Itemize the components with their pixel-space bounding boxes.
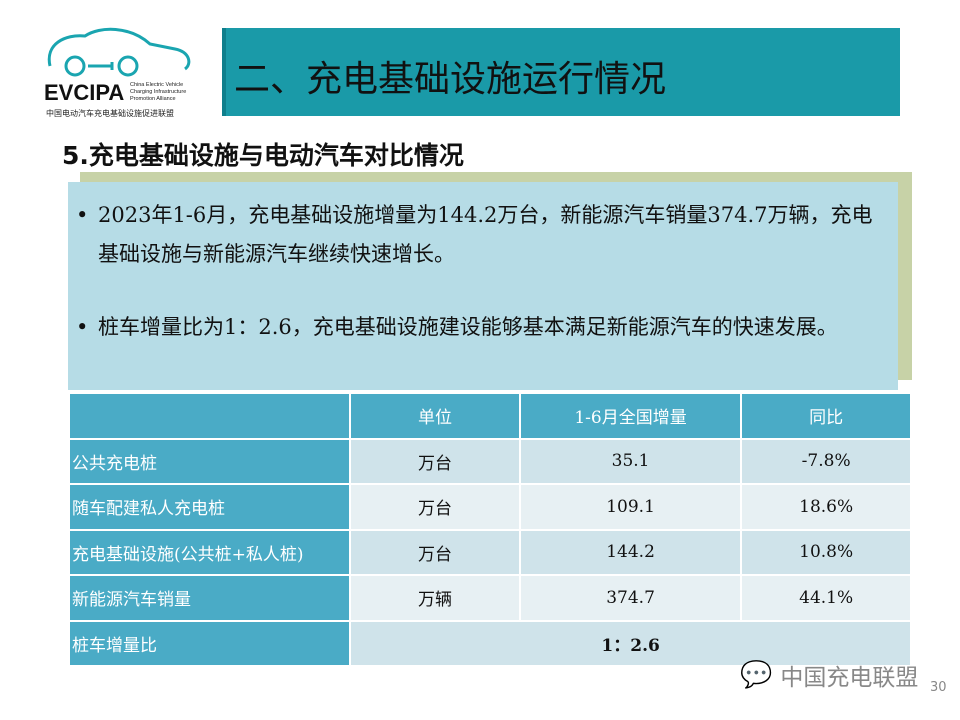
table-cell: 万台 xyxy=(349,437,521,485)
page-number: 30 xyxy=(930,680,947,695)
table-cell xyxy=(67,392,352,440)
table-cell: 中国充电联盟 xyxy=(780,665,919,691)
table-row: 公共充电桩 万台 35.1 -7.8% xyxy=(67,437,912,485)
table-cell: China Electric Vehicle xyxy=(130,82,184,88)
table-cell: 144.2 xyxy=(518,528,743,576)
bullet-item: • 桩车增量比为1：2.6，充电基础设施建设能够基本满足新能源汽车的快速发展。 xyxy=(76,308,890,347)
table-cell: 单位 xyxy=(349,392,521,440)
table-cell: 2023年1-6月，充电基础设施增量为144.2万台，新能源汽车销量374.7万… xyxy=(98,203,873,266)
wechat-icon: 💬 xyxy=(740,660,773,690)
table-cell: -7.8% xyxy=(740,437,912,485)
table-cell: 1：2.6 xyxy=(349,619,912,667)
table-cell: 18.6% xyxy=(740,483,912,531)
table-cell: 随车配建私人充电桩 xyxy=(67,483,352,531)
table-cell: 109.1 xyxy=(518,483,743,531)
title-banner: 二、充电基础设施运行情况 xyxy=(222,28,900,116)
evcipa-logo: EVCIPA China Electric Vehicle Charging In… xyxy=(40,24,205,120)
table-cell: Charging Infrastructure xyxy=(130,89,187,95)
table-cell: 万台 xyxy=(349,483,521,531)
section-subtitle: 5.充电基础设施与电动汽车对比情况 xyxy=(62,141,464,170)
table-row: 新能源汽车销量 万辆 374.7 44.1% xyxy=(67,574,912,622)
car-logo-icon xyxy=(47,27,191,77)
table-cell: 充电基础设施(公共桩+私人桩) xyxy=(67,528,352,576)
table-cell: 10.8% xyxy=(740,528,912,576)
logo-en: China Electric Vehicle Charging Infrastru… xyxy=(130,82,186,103)
table-cell: 桩车增量比为1：2.6，充电基础设施建设能够基本满足新能源汽车的快速发展。 xyxy=(98,315,838,339)
watermark: 💬 中国充电联盟 xyxy=(740,658,918,692)
table-cell: 1-6月全国增量 xyxy=(518,392,743,440)
table-cell: 桩车增量比 xyxy=(67,619,352,667)
table-header: 单位 1-6月全国增量 同比 xyxy=(67,392,912,440)
table-row: 充电基础设施(公共桩+私人桩) 万台 144.2 10.8% xyxy=(67,528,912,576)
table-cell: 万辆 xyxy=(349,574,521,622)
logo-name: EVCIPA xyxy=(44,80,125,105)
summary-box: • 2023年1-6月，充电基础设施增量为144.2万台，新能源汽车销量374.7… xyxy=(68,182,898,390)
table-cell: Promotion Alliance xyxy=(130,96,176,102)
table-row: 随车配建私人充电桩 万台 109.1 18.6% xyxy=(67,483,912,531)
table-cell: 新能源汽车销量 xyxy=(67,574,352,622)
table-cell: 同比 xyxy=(740,392,912,440)
page-title: 二、充电基础设施运行情况 xyxy=(234,59,667,100)
bullet-item: • 2023年1-6月，充电基础设施增量为144.2万台，新能源汽车销量374.7… xyxy=(76,196,890,274)
comparison-table: 单位 1-6月全国增量 同比 公共充电桩 万台 35.1 -7.8% 随车配建私人充电桩万… xyxy=(67,392,912,667)
table-cell: 44.1% xyxy=(740,574,912,622)
table-row: 桩车增量比 1：2.6 xyxy=(67,619,912,667)
table-cell: 公共充电桩 xyxy=(67,437,352,485)
table-cell: 35.1 xyxy=(518,437,743,485)
table-cell: 374.7 xyxy=(518,574,743,622)
logo-cn: 中国电动汽车充电基础设施促进联盟 xyxy=(46,109,174,118)
table-cell: 万台 xyxy=(349,528,521,576)
